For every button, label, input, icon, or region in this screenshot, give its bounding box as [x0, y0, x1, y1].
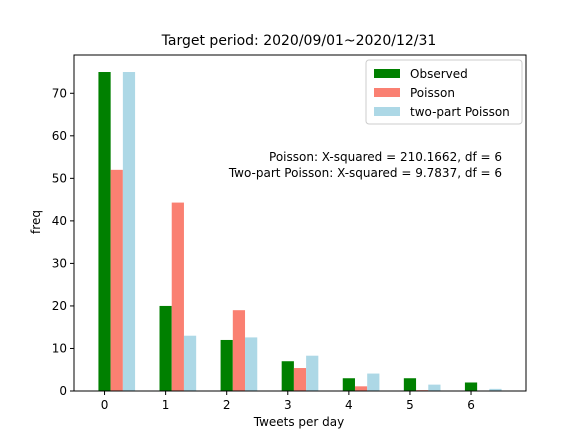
- y-tick-label: 40: [52, 214, 67, 228]
- x-tick-label: 6: [467, 398, 475, 412]
- y-axis-ticks: 0 10 20 30 40 50 60 70: [52, 86, 74, 398]
- x-axis-ticks: 0 1 2 3 4 5 6: [101, 391, 475, 412]
- bar-poisson-4: [355, 386, 367, 391]
- y-tick-label: 70: [52, 86, 67, 100]
- x-tick-label: 0: [101, 398, 109, 412]
- bar-two-part-poisson-0: [123, 72, 135, 391]
- y-tick-label: 30: [52, 256, 67, 270]
- x-axis-label: Tweets per day: [253, 415, 345, 429]
- annotations: Poisson: X-squared = 210.1662, df = 6 Two…: [228, 150, 502, 180]
- annotation-text: Two-part Poisson: X-squared = 9.7837, df…: [228, 166, 502, 180]
- bar-two-part-poisson-5: [428, 385, 440, 391]
- bar-two-part-poisson-2: [245, 337, 257, 391]
- bar-two-part-poisson-1: [184, 336, 196, 391]
- bar-two-part-poisson-3: [306, 356, 318, 391]
- x-tick-label: 1: [162, 398, 170, 412]
- x-tick-label: 5: [406, 398, 414, 412]
- bar-observed-2: [221, 340, 233, 391]
- legend-swatch-observed: [374, 69, 400, 78]
- bar-poisson-2: [233, 310, 245, 391]
- y-tick-label: 60: [52, 129, 67, 143]
- legend-label-poisson: Poisson: [410, 86, 455, 100]
- x-tick-label: 2: [223, 398, 231, 412]
- bar-observed-6: [465, 382, 477, 391]
- y-tick-label: 20: [52, 299, 67, 313]
- legend-label-two-part-poisson: two-part Poisson: [410, 105, 510, 119]
- bar-two-part-poisson-4: [367, 374, 379, 391]
- annotation-text: Poisson: X-squared = 210.1662, df = 6: [269, 150, 502, 164]
- bar-observed-4: [343, 378, 355, 391]
- y-tick-label: 50: [52, 171, 67, 185]
- x-tick-label: 4: [345, 398, 353, 412]
- legend: Observed Poisson two-part Poisson: [366, 60, 522, 124]
- legend-swatch-poisson: [374, 88, 400, 97]
- legend-swatch-two-part-poisson: [374, 107, 400, 116]
- legend-label-observed: Observed: [410, 67, 468, 81]
- bar-observed-3: [282, 361, 294, 391]
- bar-poisson-0: [111, 170, 123, 391]
- x-tick-label: 3: [284, 398, 292, 412]
- bar-observed-5: [404, 378, 416, 391]
- y-tick-label: 0: [59, 384, 67, 398]
- bar-poisson-1: [172, 203, 184, 391]
- bar-observed-1: [160, 306, 172, 391]
- bar-poisson-3: [294, 368, 306, 391]
- bar-observed-0: [98, 72, 110, 391]
- y-tick-label: 10: [52, 341, 67, 355]
- chart-title: Target period: 2020/09/01~2020/12/31: [161, 33, 437, 49]
- y-axis-label: freq: [29, 210, 43, 234]
